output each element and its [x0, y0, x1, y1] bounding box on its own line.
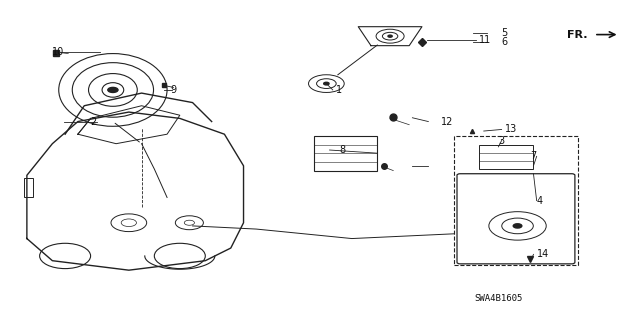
Text: 14: 14 — [537, 249, 549, 259]
Circle shape — [513, 224, 522, 228]
Text: 12: 12 — [441, 116, 454, 127]
Bar — [24, 178, 33, 197]
Text: 2: 2 — [91, 116, 97, 127]
Bar — [479, 145, 534, 169]
Bar — [314, 136, 378, 171]
Text: SWA4B1605: SWA4B1605 — [474, 294, 523, 303]
Text: FR.: FR. — [567, 30, 588, 40]
Circle shape — [108, 87, 118, 93]
Text: 9: 9 — [170, 85, 177, 95]
Text: 7: 7 — [531, 151, 536, 161]
Text: 13: 13 — [505, 124, 517, 135]
Circle shape — [324, 82, 329, 85]
Text: 3: 3 — [499, 136, 504, 145]
Text: 5: 5 — [502, 28, 508, 38]
Text: 4: 4 — [537, 196, 543, 206]
Text: 8: 8 — [339, 145, 345, 155]
Text: 11: 11 — [479, 35, 492, 45]
Bar — [454, 136, 578, 265]
Text: 10: 10 — [52, 47, 65, 57]
Text: 1: 1 — [336, 85, 342, 95]
Text: 6: 6 — [502, 38, 508, 48]
Circle shape — [388, 35, 392, 37]
